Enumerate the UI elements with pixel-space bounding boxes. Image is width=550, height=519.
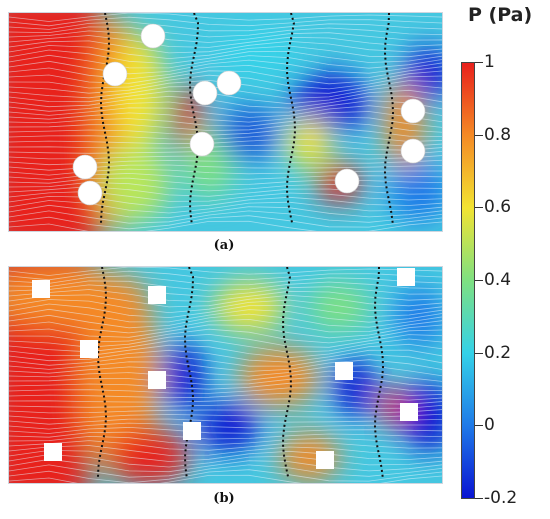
colorbar-tick [475, 134, 483, 136]
colorbar-tick [475, 62, 483, 63]
colorbar-tick [475, 498, 483, 499]
colorbar-tick-label: 0.6 [484, 197, 512, 218]
pressure-field-plot-a [9, 13, 442, 231]
cylinder-obstacle [189, 131, 215, 157]
square-obstacle [316, 451, 334, 469]
square-obstacle [397, 268, 415, 286]
colorbar-tick-label: 0.4 [484, 270, 512, 290]
square-obstacle [400, 403, 418, 421]
cylinder-obstacle [72, 154, 98, 180]
colorbar-tick-label: 0 [484, 415, 495, 436]
pressure-field-panel-b [8, 266, 443, 484]
colorbar-tick-label: -0.2 [484, 488, 518, 508]
colorbar-tick [475, 425, 483, 427]
square-obstacle [335, 362, 353, 380]
square-obstacle [148, 371, 166, 389]
cylinder-obstacle [102, 61, 128, 87]
colorbar-title: P (Pa) [468, 4, 533, 26]
square-obstacle [44, 443, 62, 461]
square-obstacle [80, 340, 98, 358]
colorbar-tick [475, 207, 483, 209]
cylinder-obstacle [400, 98, 426, 124]
cylinder-obstacle [77, 180, 103, 206]
colorbar-tick-label: 1 [484, 52, 495, 72]
cylinder-obstacle [216, 70, 242, 96]
square-obstacle [183, 422, 201, 440]
pressure-colorbar [461, 62, 475, 499]
pressure-field-plot-b [9, 267, 442, 483]
colorbar-tick-label: 0.8 [484, 124, 512, 145]
colorbar-tick [475, 352, 483, 354]
cylinder-obstacle [192, 80, 218, 106]
colorbar-tick [475, 280, 483, 281]
cylinder-obstacle [140, 23, 166, 49]
colorbar-tick-label: 0.2 [484, 342, 512, 363]
pressure-field-panel-a [8, 12, 443, 232]
square-obstacle [32, 280, 50, 298]
panel-a-caption: (a) [213, 238, 235, 253]
cylinder-obstacle [334, 168, 360, 194]
square-obstacle [148, 286, 166, 304]
panel-b-caption: (b) [213, 491, 235, 506]
cylinder-obstacle [400, 138, 426, 164]
